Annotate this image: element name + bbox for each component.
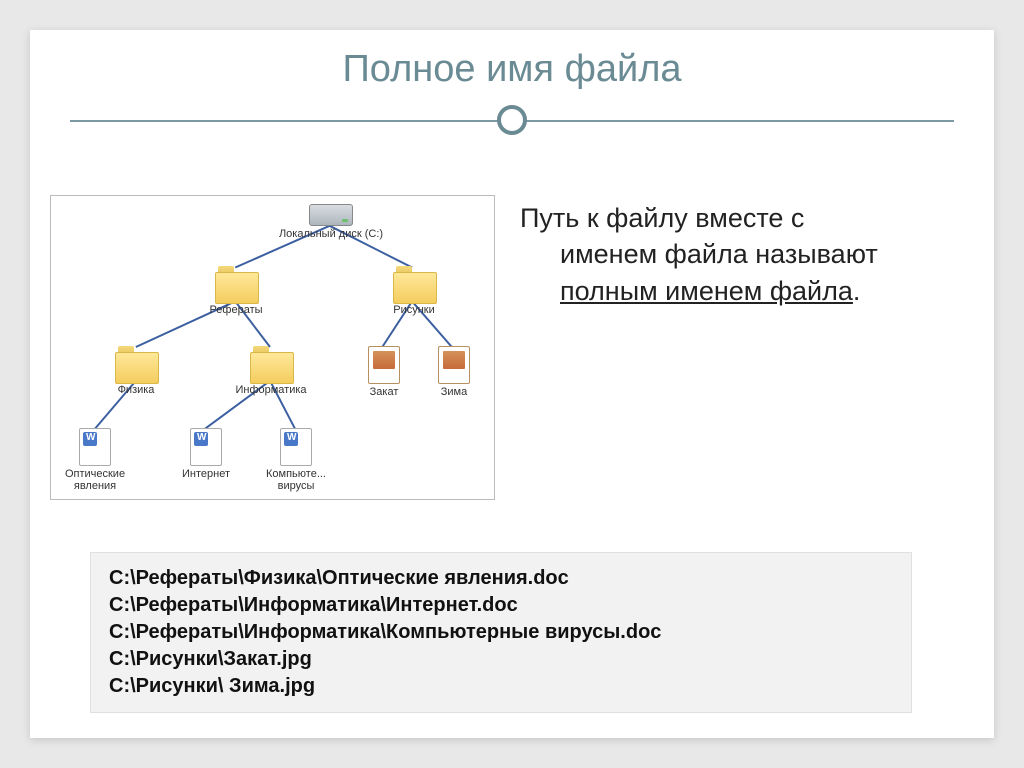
doc-icon <box>190 428 222 466</box>
body-text: Путь к файлу вместе с именем файла назыв… <box>520 200 984 309</box>
body-line1: Путь к файлу вместе с <box>520 203 804 233</box>
node-label: Рефераты <box>196 304 276 316</box>
file-path-line: C:\Рефераты\Физика\Оптические явления.do… <box>109 565 893 592</box>
folder-icon <box>250 346 292 382</box>
node-label: Интернет <box>171 468 241 480</box>
doc-icon <box>79 428 111 466</box>
node-label: Зима <box>424 386 484 398</box>
folder-icon <box>393 266 435 302</box>
folder-icon <box>215 266 257 302</box>
node-label: Оптические явления <box>56 468 134 492</box>
slide-title: Полное имя файла <box>30 30 994 91</box>
doc-icon <box>280 428 312 466</box>
tree-node-zakat: Закат <box>354 346 414 398</box>
file-paths-box: C:\Рефераты\Физика\Оптические явления.do… <box>90 552 912 713</box>
node-label: Физика <box>96 384 176 396</box>
body-line3-underlined: полным именем файла <box>560 276 853 306</box>
body-line3: полным именем файла. <box>520 273 984 309</box>
tree-node-virusy: Компьюте... вирусы <box>256 428 336 492</box>
tree-node-internet: Интернет <box>171 428 241 480</box>
file-path-line: C:\Рисунки\ Зима.jpg <box>109 673 893 700</box>
file-path-line: C:\Рефераты\Информатика\Интернет.doc <box>109 592 893 619</box>
node-label: Информатика <box>226 384 316 396</box>
tree-node-drive: Локальный диск (С:) <box>261 204 401 240</box>
folder-icon <box>115 346 157 382</box>
image-icon <box>438 346 470 384</box>
tree-node-referaty: Рефераты <box>196 266 276 316</box>
content-area: Локальный диск (С:) Рефераты Рисунки Физика… <box>30 160 994 738</box>
body-line2: именем файла называют <box>520 236 984 272</box>
file-path-line: C:\Рефераты\Информатика\Компьютерные вир… <box>109 619 893 646</box>
tree-node-fizika: Физика <box>96 346 176 396</box>
drive-icon <box>309 204 353 226</box>
tree-node-optich: Оптические явления <box>56 428 134 492</box>
slide: Полное имя файла Локальный диск (С:) Рефе… <box>30 30 994 738</box>
circle-ornament-icon <box>497 105 527 135</box>
tree-node-risunki: Рисунки <box>374 266 454 316</box>
tree-node-zima: Зима <box>424 346 484 398</box>
node-label: Компьюте... вирусы <box>256 468 336 492</box>
node-label: Рисунки <box>374 304 454 316</box>
node-label: Закат <box>354 386 414 398</box>
node-label: Локальный диск (С:) <box>261 228 401 240</box>
file-tree-diagram: Локальный диск (С:) Рефераты Рисунки Физика… <box>50 195 495 500</box>
tree-node-informat: Информатика <box>226 346 316 396</box>
image-icon <box>368 346 400 384</box>
file-path-line: C:\Рисунки\Закат.jpg <box>109 646 893 673</box>
